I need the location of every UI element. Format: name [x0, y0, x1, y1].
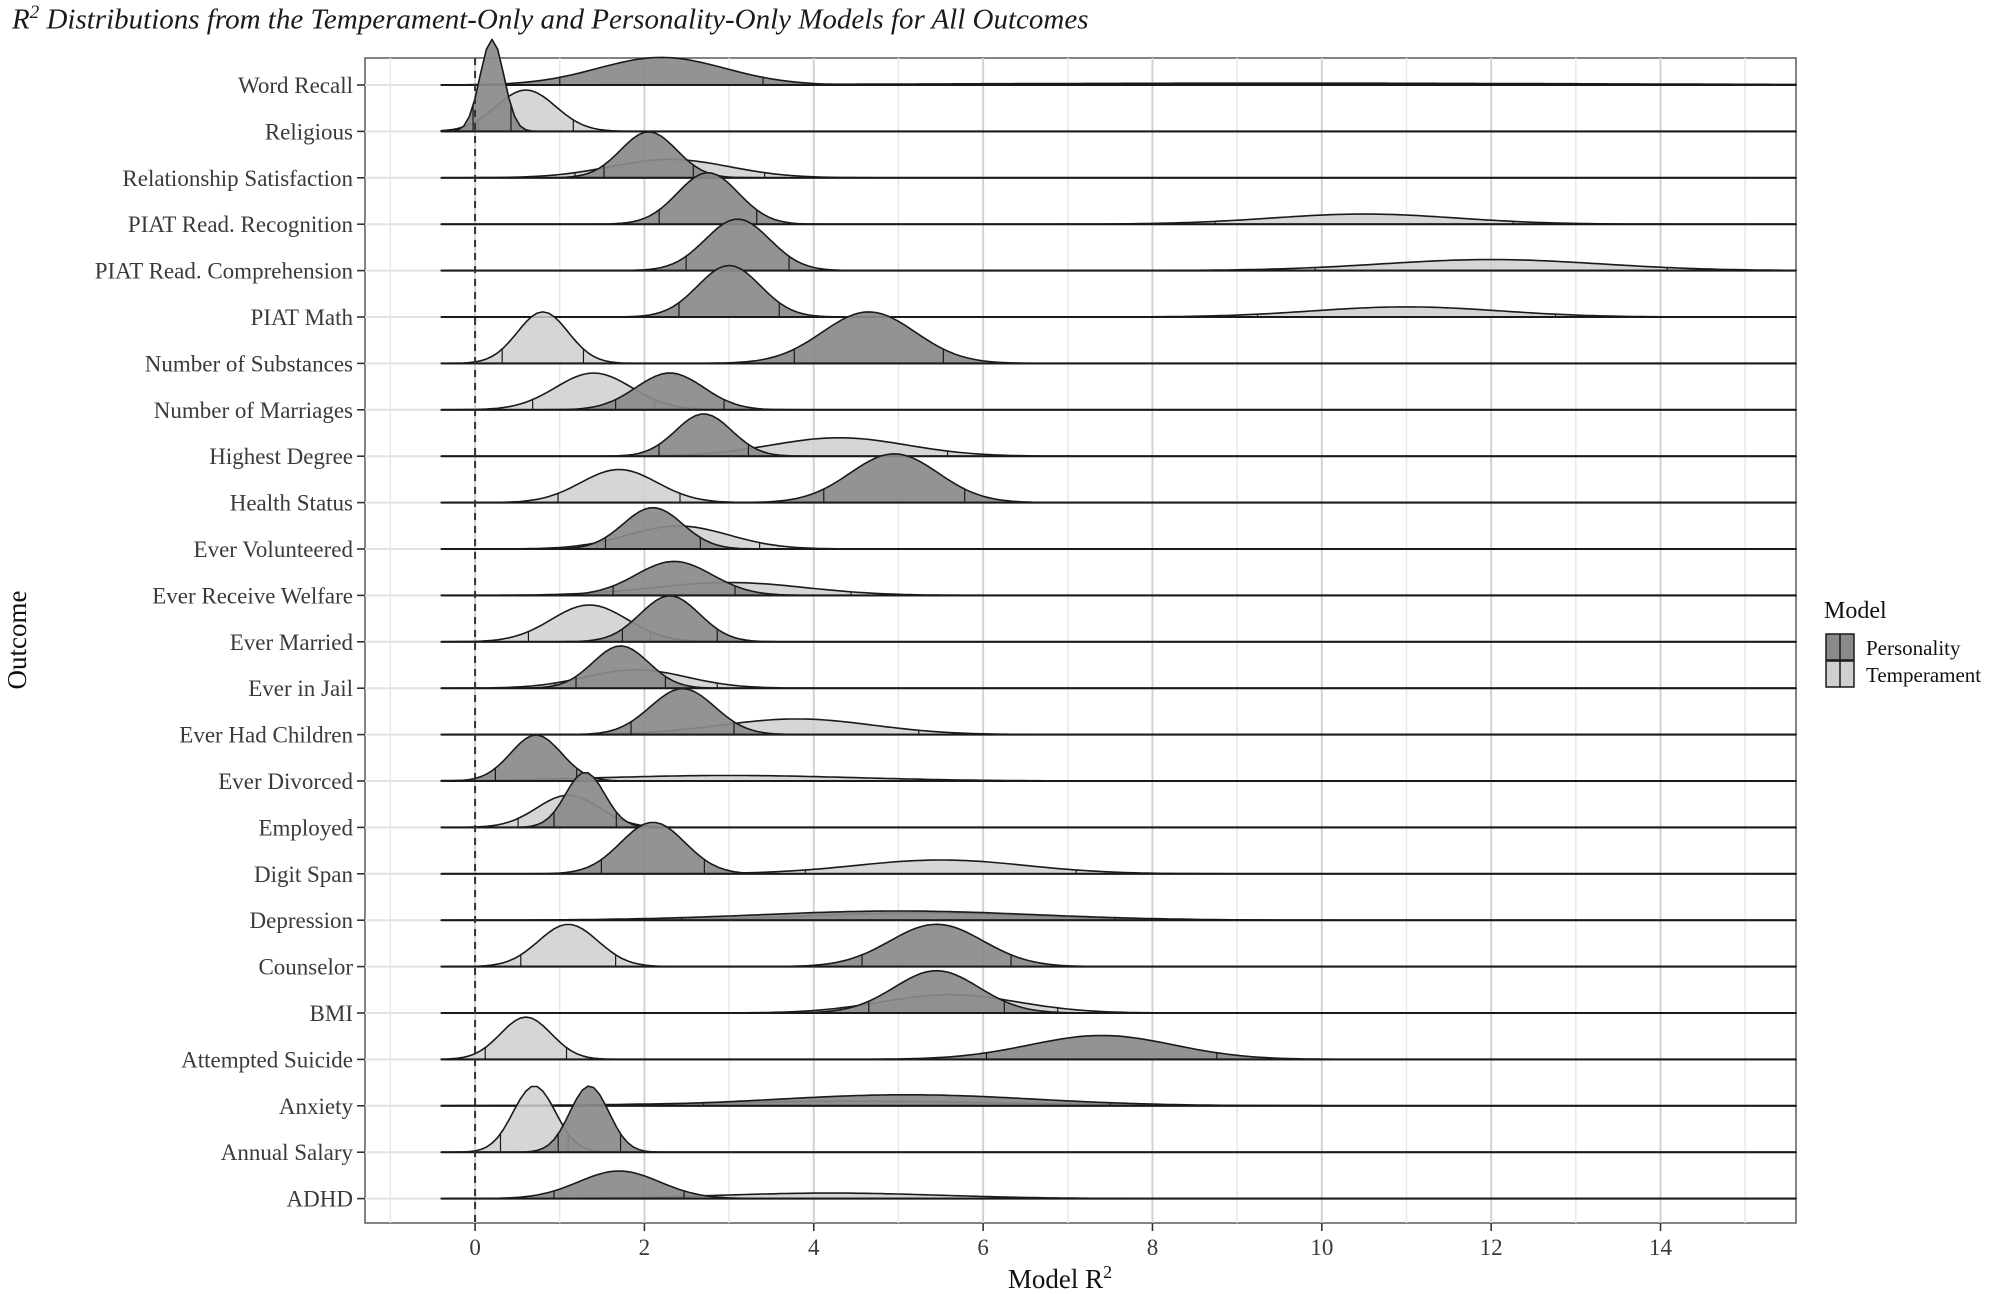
ridge-row — [440, 1016, 1797, 1061]
legend-item-personality: Personality — [1825, 633, 1961, 661]
x-axis-title: Model R2 — [1008, 1262, 1112, 1294]
title-superscript: 2 — [29, 2, 40, 23]
ridge-row — [440, 1170, 1797, 1200]
ridge-row — [440, 1085, 1797, 1154]
ridge-row — [440, 772, 1797, 829]
y-tick-label: Number of Substances — [145, 351, 353, 376]
x-axis: 0 2 4 6 8 10 12 14 — [469, 1223, 1673, 1260]
legend-label-temperament: Temperament — [1866, 663, 1981, 687]
y-axis: Word Recall Religious Relationship Satisfa… — [95, 73, 365, 1212]
ridge-row — [440, 923, 1797, 968]
ridge-row — [440, 453, 1797, 504]
x-tick-label: 12 — [1480, 1235, 1503, 1260]
legend-label-personality: Personality — [1866, 636, 1961, 660]
ridge-row — [440, 131, 1797, 179]
x-tick-label: 2 — [639, 1235, 651, 1260]
y-tick-label: Digit Span — [254, 862, 354, 887]
ridge-row — [440, 218, 1797, 272]
y-tick-label: Ever Volunteered — [194, 537, 354, 562]
x-tick-label: 14 — [1649, 1235, 1673, 1260]
title-text: R — [12, 3, 30, 36]
y-tick-label: Counselor — [258, 955, 353, 980]
y-tick-label: Ever in Jail — [248, 676, 353, 701]
y-tick-label: BMI — [310, 1001, 353, 1026]
y-tick-label: Highest Degree — [209, 444, 353, 469]
legend: Model Personality Temperament — [1824, 598, 1981, 688]
ridge-row — [440, 560, 1797, 597]
ridge-row — [440, 311, 1797, 365]
x-tick-label: 8 — [1147, 1235, 1159, 1260]
y-tick-label: ADHD — [287, 1187, 353, 1212]
ridge-row — [440, 821, 1797, 875]
density-ridges — [440, 38, 1797, 1200]
y-tick-label: Ever Divorced — [218, 769, 353, 794]
y-tick-label: Religious — [265, 119, 353, 144]
y-tick-label: PIAT Read. Recognition — [128, 212, 354, 237]
ridge-row — [440, 413, 1797, 458]
ridge-row — [440, 171, 1797, 226]
y-tick-label: Depression — [250, 908, 354, 933]
ridge-row — [440, 595, 1797, 643]
y-tick-label: Ever Receive Welfare — [152, 583, 353, 608]
y-tick-label: Ever Married — [230, 630, 354, 655]
x-tick-label: 6 — [977, 1235, 989, 1260]
ridge-row — [440, 264, 1797, 318]
ridge-row — [440, 645, 1797, 690]
y-tick-label: Relationship Satisfaction — [122, 166, 353, 191]
y-axis-title: Outcome — [2, 591, 32, 690]
y-tick-label: Ever Had Children — [179, 723, 353, 748]
ridge-row — [440, 372, 1797, 411]
y-tick-label: Word Recall — [238, 73, 353, 98]
y-tick-label: Health Status — [230, 491, 353, 516]
y-tick-label: Attempted Suicide — [181, 1047, 353, 1072]
legend-title: Model — [1824, 598, 1887, 624]
x-tick-label: 0 — [469, 1235, 481, 1260]
ridge-row — [440, 38, 1797, 133]
ridge-row — [440, 56, 1797, 86]
y-tick-label: Annual Salary — [221, 1140, 354, 1165]
x-tick-label: 4 — [808, 1235, 820, 1260]
legend-item-temperament: Temperament — [1825, 660, 1981, 688]
x-tick-label: 10 — [1310, 1235, 1333, 1260]
y-tick-label: Number of Marriages — [154, 398, 353, 423]
ridge-row — [440, 969, 1797, 1014]
ridge-row — [440, 507, 1797, 550]
y-tick-label: Anxiety — [279, 1094, 354, 1119]
title-rest-text: Distributions from the Temperament-Only … — [39, 3, 1089, 36]
y-tick-label: PIAT Math — [251, 305, 354, 330]
ridge-row — [440, 910, 1797, 922]
chart-title: R2 Distributions from the Temperament-On… — [12, 2, 1089, 37]
y-tick-label: PIAT Read. Comprehension — [95, 259, 354, 284]
y-tick-label: Employed — [258, 815, 353, 840]
ridge-row — [440, 1094, 1797, 1107]
ridge-row — [440, 687, 1797, 736]
